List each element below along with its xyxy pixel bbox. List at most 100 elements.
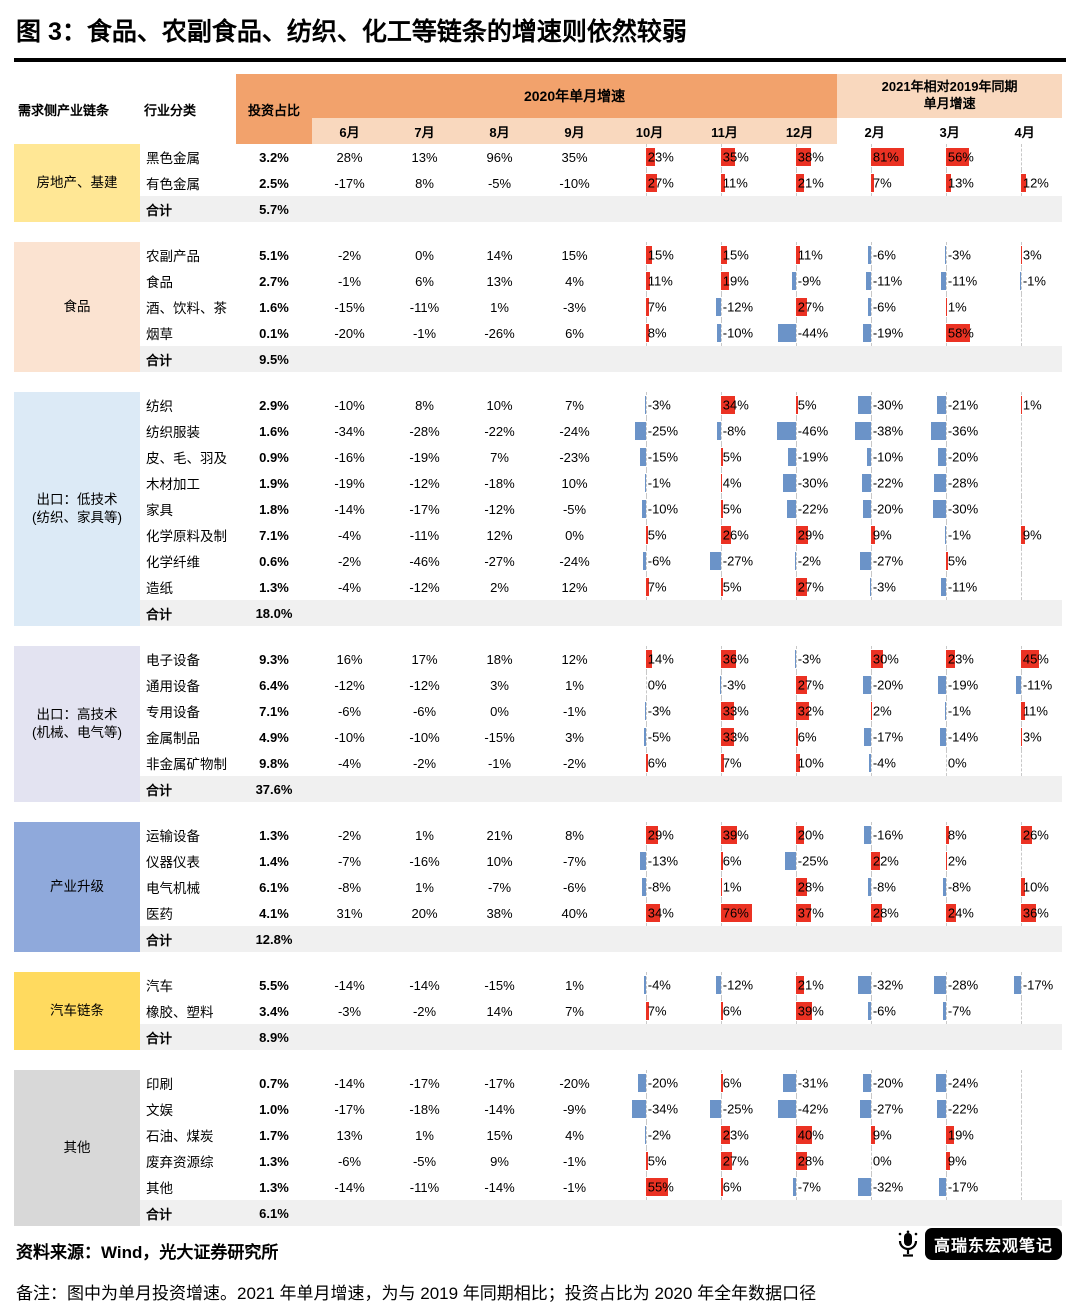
bar-axis [645, 1096, 647, 1122]
growth-value: -46% [797, 423, 829, 439]
positive-growth-bar [795, 904, 812, 922]
growth-value-cell: 14% [486, 1003, 513, 1019]
bar-axis [645, 392, 647, 418]
total-label: 合计 [140, 776, 236, 802]
growth-value-cell: 10% [486, 397, 513, 413]
growth-value-cell: -19% [334, 475, 365, 491]
growth-bar-cell [987, 418, 1062, 444]
growth-value: 5% [722, 501, 742, 517]
industry-row: 酒、饮料、茶 1.6% -15% -11% 1% -3% 7% -12% 27% -6% 1% [14, 294, 1062, 320]
growth-bar-cell: -20% [837, 496, 912, 522]
industry-name: 纺织 [146, 399, 173, 414]
growth-value: -31% [797, 1075, 829, 1091]
growth-bar-cell: 19% [912, 1122, 987, 1148]
bar-axis [945, 1070, 947, 1096]
bar-axis [870, 750, 872, 776]
col-header-chain: 需求侧产业链条 [14, 74, 140, 144]
growth-bar-cell: -3% [687, 672, 762, 698]
growth-bar-cell: -4% [837, 750, 912, 776]
growth-value-cell: 1% [415, 827, 434, 843]
growth-bar-cell: -46% [762, 418, 837, 444]
growth-bar-cell: -13% [612, 848, 687, 874]
growth-bar-cell: 76% [687, 900, 762, 926]
growth-value-cell: -10% [334, 729, 365, 745]
industry-name: 文娱 [146, 1103, 173, 1118]
growth-bar-cell: 7% [612, 574, 687, 600]
group-spacer [14, 372, 1062, 392]
growth-bar-cell: -17% [912, 1174, 987, 1200]
growth-bar-cell: -24% [912, 1070, 987, 1096]
growth-value: -3% [947, 247, 971, 263]
growth-value-cell: -17% [409, 501, 440, 517]
growth-value-cell: -9% [562, 1101, 587, 1117]
positive-growth-bar [645, 1002, 649, 1020]
positive-growth-bar [795, 148, 812, 166]
growth-value-cell: -1% [562, 703, 587, 719]
growth-bar-cell: 30% [837, 646, 912, 672]
positive-growth-bar [645, 650, 652, 668]
growth-value: 8% [647, 325, 667, 341]
growth-bar-cell: 32% [762, 698, 837, 724]
positive-growth-bar [870, 174, 874, 192]
growth-value: -19% [947, 677, 979, 693]
bar-axis [870, 1096, 872, 1122]
bar-axis [870, 242, 872, 268]
growth-bar-cell: -30% [912, 496, 987, 522]
growth-value-cell: 12% [561, 579, 588, 595]
growth-value: 23% [647, 149, 674, 165]
negative-growth-bar [709, 552, 721, 570]
growth-bar-cell: -10% [837, 444, 912, 470]
growth-value: 26% [1022, 827, 1049, 843]
negative-growth-bar [644, 1126, 646, 1144]
growth-value: 19% [722, 273, 749, 289]
growth-value-cell: 2% [490, 579, 509, 595]
industry-row: 造纸 1.3% -4% -12% 2% 12% 7% 5% 27% -3% -11% [14, 574, 1062, 600]
industry-name: 电子设备 [146, 653, 200, 668]
industry-name: 纺织服装 [146, 425, 200, 440]
growth-bar-cell: -25% [612, 418, 687, 444]
industry-name: 化学原料及制 [146, 529, 227, 544]
investment-share: 0.7% [259, 1075, 289, 1091]
bar-axis [870, 972, 872, 998]
positive-growth-bar [945, 552, 948, 570]
growth-value: -36% [947, 423, 979, 439]
bar-axis [870, 320, 872, 346]
negative-growth-bar [869, 578, 871, 596]
growth-bar-cell: 7% [612, 294, 687, 320]
table-body: 房地产、基建 黑色金属 3.2% 28% 13% 96% 35% 23% 35% 38% 81% 56… [14, 144, 1063, 1226]
growth-value: 27% [722, 1153, 749, 1169]
growth-value: -30% [947, 501, 979, 517]
growth-value-cell: -5% [412, 1153, 437, 1169]
growth-value: 12% [1022, 175, 1049, 191]
negative-growth-bar [715, 298, 721, 316]
growth-value: -34% [647, 1101, 679, 1117]
positive-growth-bar [795, 396, 798, 414]
growth-value-cell: 8% [415, 175, 434, 191]
growth-bar-cell [987, 1174, 1062, 1200]
investment-share: 5.1% [259, 247, 289, 263]
growth-value: 58% [947, 325, 974, 341]
industry-name: 运输设备 [146, 829, 200, 844]
negative-growth-bar [717, 422, 721, 440]
col-header-month-nov: 11月 [687, 118, 762, 144]
growth-value: 6% [722, 1179, 742, 1195]
positive-growth-bar [870, 702, 872, 720]
bar-axis [720, 874, 722, 900]
positive-growth-bar [870, 650, 884, 668]
growth-value-cell: -18% [484, 475, 515, 491]
investment-share: 2.7% [259, 273, 289, 289]
growth-value: 7% [647, 579, 667, 595]
growth-bar-cell: -20% [837, 1070, 912, 1096]
growth-bar-cell: 0% [912, 750, 987, 776]
negative-growth-bar [866, 448, 871, 466]
negative-growth-bar [776, 422, 796, 440]
growth-value: -3% [647, 703, 671, 719]
bar-axis [945, 998, 947, 1024]
industry-name: 烟草 [146, 327, 173, 342]
growth-value: 5% [947, 553, 967, 569]
growth-bar-cell: 10% [987, 874, 1062, 900]
negative-growth-bar [862, 1074, 871, 1092]
chain-group-name-line: 出口：低技术 [36, 491, 118, 507]
growth-value-cell: 1% [565, 977, 584, 993]
bar-axis [945, 750, 947, 776]
